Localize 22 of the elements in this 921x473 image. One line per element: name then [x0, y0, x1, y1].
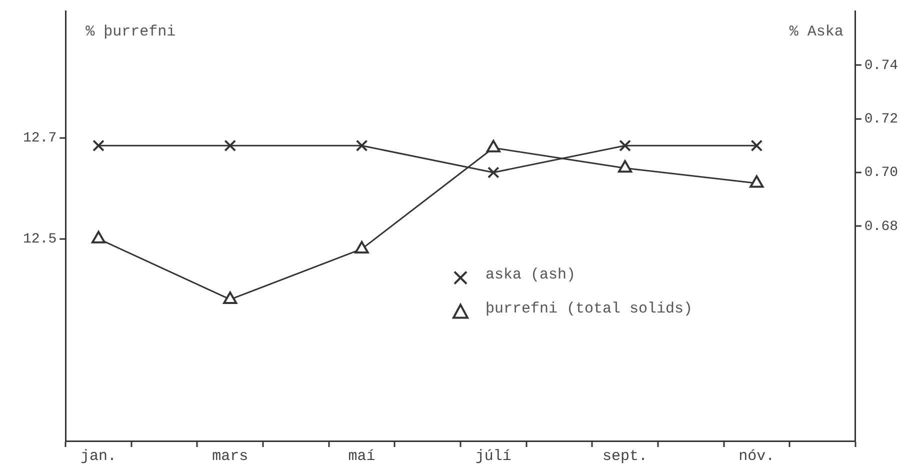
- x-tick-label: mars: [212, 448, 248, 465]
- y-axis-title: % þurrefni: [86, 23, 176, 40]
- y2-tick-label: 0.72: [864, 112, 898, 128]
- y2-tick-label: 0.74: [864, 58, 898, 74]
- legend-label: þurrefni (total solids): [486, 300, 693, 318]
- y2-tick-label: 0.70: [864, 165, 898, 182]
- x-tick-label: maí: [348, 448, 376, 465]
- legend-label: aska (ash): [486, 266, 576, 284]
- x-tick-label: júlí: [475, 448, 512, 465]
- y-tick-label: 12.7: [22, 130, 57, 146]
- point: [486, 140, 500, 152]
- x-tick-label: sept.: [602, 448, 648, 465]
- point: [223, 291, 238, 304]
- point: [618, 160, 632, 173]
- y-tick-label: 12.5: [22, 232, 57, 248]
- y2-tick-label: 0.68: [864, 218, 898, 235]
- x-tick-label: jan.: [80, 448, 117, 465]
- y2-axis-title: % Aska: [789, 23, 844, 40]
- point: [91, 230, 106, 244]
- point: [750, 175, 764, 188]
- x-tick-label: nóv.: [738, 448, 775, 465]
- point: [354, 240, 369, 254]
